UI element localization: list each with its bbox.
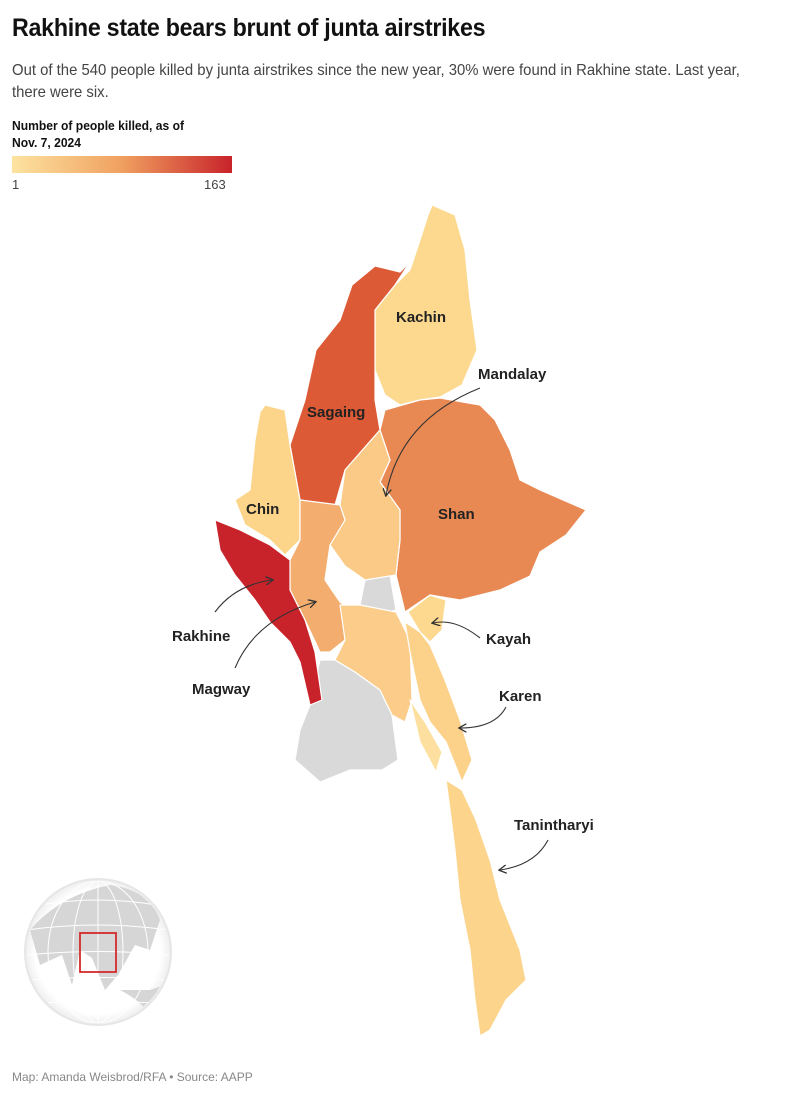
- locator-highlight-box: [79, 932, 117, 973]
- karen-arrow: [460, 706, 507, 728]
- map-title: Rakhine state bears brunt of junta airst…: [12, 14, 486, 42]
- tanintharyi-arrow: [500, 839, 549, 870]
- label-chin: Chin: [246, 501, 279, 518]
- region-chin: [234, 404, 301, 556]
- label-karen: Karen: [499, 688, 542, 705]
- rakhine-arrow: [214, 580, 272, 613]
- legend-max: 163: [204, 177, 226, 192]
- region-mon: [409, 699, 443, 773]
- legend-min: 1: [12, 177, 20, 192]
- credit-line: Map: Amanda Weisbrod/RFA • Source: AAPP: [12, 1070, 253, 1084]
- kayah-arrow: [433, 622, 481, 639]
- region-bago: [334, 604, 413, 723]
- region-shan: [379, 397, 587, 613]
- label-sagaing: Sagaing: [307, 404, 365, 421]
- region-karen: [404, 621, 473, 783]
- region-kachin: [374, 204, 478, 406]
- legend-title: Number of people killed, as of Nov. 7, 2…: [12, 118, 184, 150]
- label-rakhine: Rakhine: [172, 628, 230, 645]
- map-subtitle: Out of the 540 people killed by junta ai…: [12, 62, 740, 101]
- region-tanintharyi: [445, 779, 527, 1037]
- label-magway: Magway: [192, 681, 251, 698]
- label-mandalay: Mandalay: [478, 366, 547, 383]
- magway-arrow: [234, 602, 315, 669]
- legend-color-scale: [12, 156, 232, 173]
- label-shan: Shan: [438, 506, 475, 523]
- label-kayah: Kayah: [486, 631, 531, 648]
- globe-locator-inset: [24, 878, 172, 1026]
- label-kachin: Kachin: [396, 309, 446, 326]
- mandalay-arrow: [386, 387, 481, 495]
- label-tanintharyi: Tanintharyi: [514, 817, 594, 834]
